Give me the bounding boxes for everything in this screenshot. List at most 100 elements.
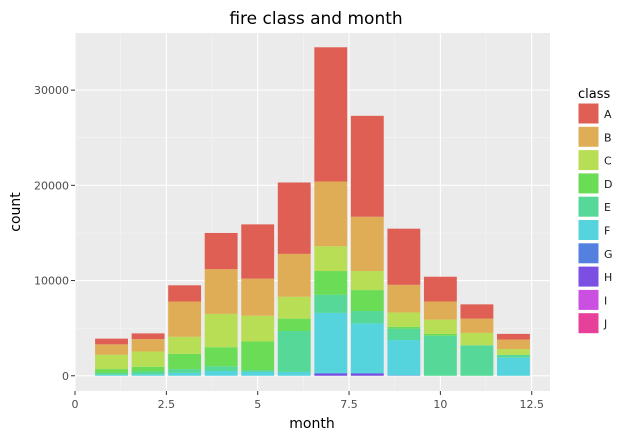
bar-segment-A-month-4 bbox=[204, 232, 238, 270]
bar-segment-B-month-7 bbox=[314, 181, 348, 247]
legend-label-D: D bbox=[604, 178, 612, 191]
x-axis-title: month bbox=[289, 416, 334, 432]
bar-segment-F-month-8 bbox=[350, 323, 384, 373]
bar-segment-E-month-6 bbox=[277, 331, 311, 372]
bar-segment-D-month-7 bbox=[314, 271, 348, 295]
chart-title: fire class and month bbox=[229, 9, 402, 29]
bar-segment-C-month-5 bbox=[241, 315, 275, 342]
y-tick-label: 30000 bbox=[34, 84, 69, 97]
bar-segment-D-month-10 bbox=[423, 333, 457, 336]
y-axis: 0 10000 20000 30000 bbox=[34, 84, 75, 383]
legend-label-F: F bbox=[604, 225, 610, 238]
bar-segment-C-month-8 bbox=[350, 271, 384, 291]
bar-segment-A-month-9 bbox=[387, 228, 421, 285]
x-tick-label: 0 bbox=[72, 398, 79, 411]
legend-swatch-G bbox=[577, 242, 600, 265]
legend-swatch-E bbox=[577, 195, 600, 218]
bar-segment-B-month-10 bbox=[423, 301, 457, 320]
bar-segment-F-month-2 bbox=[131, 374, 165, 376]
bar-segment-B-month-1 bbox=[95, 344, 128, 355]
bar-segment-C-month-1 bbox=[95, 354, 128, 370]
bar-segment-E-month-11 bbox=[460, 345, 494, 376]
bar-segment-E-month-3 bbox=[168, 369, 202, 373]
legend-label-I: I bbox=[604, 294, 607, 307]
bar-segment-B-month-9 bbox=[387, 284, 421, 313]
bar-segment-E-month-4 bbox=[204, 366, 238, 372]
bar-segment-A-month-8 bbox=[350, 115, 384, 217]
legend-swatch-A bbox=[577, 102, 600, 125]
x-tick-label: 12.5 bbox=[519, 398, 544, 411]
legend-swatch-D bbox=[577, 172, 600, 195]
bar-segment-B-month-4 bbox=[204, 269, 238, 314]
x-tick-label: 7.5 bbox=[340, 398, 358, 411]
bar-segment-C-month-2 bbox=[131, 351, 165, 367]
x-tick-label: 5 bbox=[254, 398, 261, 411]
bar-segment-F-month-7 bbox=[314, 312, 348, 373]
y-tick-label: 0 bbox=[62, 370, 69, 383]
bar-segment-D-month-9 bbox=[387, 326, 421, 329]
bar-segment-B-month-6 bbox=[277, 253, 311, 297]
bar-segment-D-month-5 bbox=[241, 341, 275, 371]
x-tick-label: 10 bbox=[433, 398, 447, 411]
bar-segment-C-month-3 bbox=[168, 336, 202, 354]
bar-segment-C-month-9 bbox=[387, 312, 421, 327]
bar-segment-D-month-6 bbox=[277, 318, 311, 332]
legend-swatch-B bbox=[577, 125, 600, 148]
bar-segment-D-month-8 bbox=[350, 290, 384, 312]
x-tick-label: 2.5 bbox=[158, 398, 176, 411]
legend-swatch-C bbox=[577, 149, 600, 172]
bar-segment-G-month-8 bbox=[350, 372, 384, 374]
bar-segment-D-month-1 bbox=[95, 369, 128, 373]
bar-segment-A-month-6 bbox=[277, 182, 311, 254]
x-axis: 0 2.5 5 7.5 10 12.5 bbox=[72, 391, 544, 411]
bar-segment-E-month-2 bbox=[131, 371, 165, 375]
bar-segment-B-month-5 bbox=[241, 278, 275, 316]
bar-segment-D-month-4 bbox=[204, 347, 238, 367]
bar-segment-F-month-12 bbox=[497, 357, 530, 376]
legend-label-B: B bbox=[604, 131, 612, 144]
bar-segment-H-month-7 bbox=[314, 373, 348, 376]
bar-segment-G-month-7 bbox=[314, 372, 348, 374]
legend-title: class bbox=[578, 87, 610, 102]
bar-segment-F-month-3 bbox=[168, 372, 202, 376]
bar-segment-A-month-5 bbox=[241, 224, 275, 279]
bar-segment-A-month-11 bbox=[460, 304, 494, 319]
bar-segment-D-month-3 bbox=[168, 353, 202, 370]
bar-segment-F-month-5 bbox=[241, 371, 275, 376]
bar-segment-A-month-10 bbox=[423, 276, 457, 302]
legend-label-G: G bbox=[604, 248, 613, 261]
bar-segment-F-month-6 bbox=[277, 371, 311, 376]
legend-label-C: C bbox=[604, 155, 612, 168]
y-axis-title: count bbox=[8, 192, 24, 232]
bar-segment-A-month-12 bbox=[497, 333, 530, 340]
bar-segment-A-month-2 bbox=[131, 333, 165, 340]
bar-segment-B-month-11 bbox=[460, 318, 494, 333]
bar-segment-E-month-10 bbox=[423, 335, 457, 376]
bar-segment-C-month-4 bbox=[204, 313, 238, 348]
bar-segment-E-month-9 bbox=[387, 328, 421, 341]
bar-segment-B-month-3 bbox=[168, 301, 202, 337]
bar-segment-C-month-12 bbox=[497, 349, 530, 355]
bar-segment-E-month-8 bbox=[350, 311, 384, 324]
bar-segment-F-month-1 bbox=[95, 374, 128, 376]
bar-segment-B-month-2 bbox=[131, 339, 165, 352]
bar-segment-C-month-10 bbox=[423, 319, 457, 334]
bar-segment-H-month-8 bbox=[350, 373, 384, 376]
bar-segment-A-month-1 bbox=[95, 338, 128, 345]
legend-label-E: E bbox=[604, 201, 611, 214]
legend-label-H: H bbox=[604, 271, 612, 284]
legend-swatch-J bbox=[577, 312, 600, 335]
bar-segment-E-month-1 bbox=[95, 372, 128, 375]
legend-label-J: J bbox=[603, 318, 607, 331]
stacked-bars bbox=[95, 47, 530, 376]
bar-segment-E-month-5 bbox=[241, 370, 275, 372]
y-tick-label: 10000 bbox=[34, 275, 69, 288]
legend-swatch-F bbox=[577, 219, 600, 241]
bar-segment-F-month-9 bbox=[387, 340, 421, 376]
bar-segment-E-month-12 bbox=[497, 354, 530, 358]
bar-segment-B-month-8 bbox=[350, 216, 384, 272]
bar-segment-A-month-3 bbox=[168, 285, 202, 302]
bar-segment-A-month-7 bbox=[314, 47, 348, 182]
bar-segment-C-month-6 bbox=[277, 296, 311, 319]
